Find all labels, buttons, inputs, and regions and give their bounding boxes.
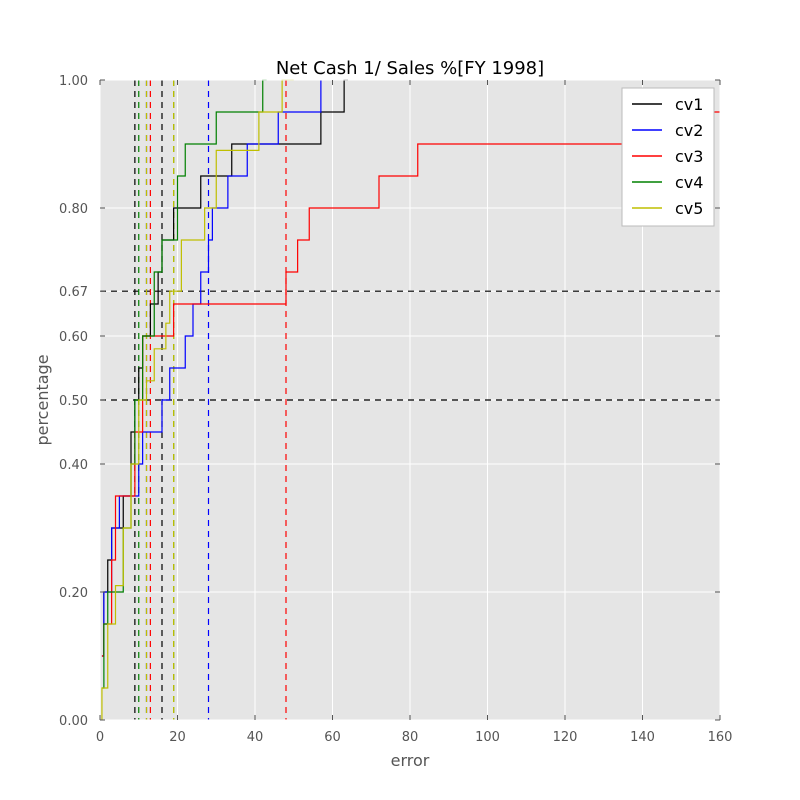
legend-label-cv2: cv2 — [675, 121, 703, 140]
y-tick-label: 0.67 — [59, 285, 88, 300]
y-axis-label: percentage — [33, 354, 52, 445]
x-tick-label: 160 — [708, 730, 733, 745]
y-tick-label: 0.20 — [59, 586, 88, 601]
threshold-lines — [100, 290, 720, 401]
legend-box — [621, 87, 715, 227]
x-tick-label: 0 — [96, 730, 104, 745]
series-line-cv5 — [101, 79, 294, 720]
series-line-cv4 — [101, 79, 267, 689]
legend: cv1 cv2 cv3 cv4 cv5 — [621, 87, 715, 227]
y-axis-ticks: 0.00 0.20 0.40 0.50 0.60 0.67 0.80 1.00 — [59, 74, 720, 729]
legend-label-cv5: cv5 — [675, 199, 703, 218]
x-tick-label: 40 — [247, 730, 264, 745]
x-axis-ticks: 0 20 40 60 80 100 120 140 160 — [96, 80, 733, 745]
legend-label-cv1: cv1 — [675, 95, 703, 114]
series-line-cv2 — [101, 80, 322, 657]
x-tick-label: 140 — [630, 730, 655, 745]
y-tick-label: 0.50 — [59, 394, 88, 409]
series-line-cv3 — [101, 111, 720, 657]
chart-title: Net Cash 1/ Sales %[FY 1998] — [276, 58, 544, 79]
series-lines — [101, 79, 720, 720]
y-tick-label: 0.60 — [59, 330, 88, 345]
y-tick-label: 0.80 — [59, 202, 88, 217]
legend-label-cv3: cv3 — [675, 147, 703, 166]
x-tick-label: 80 — [402, 730, 419, 745]
x-axis-label: error — [391, 751, 430, 770]
x-tick-label: 60 — [324, 730, 341, 745]
x-tick-label: 20 — [169, 730, 186, 745]
x-tick-label: 100 — [475, 730, 500, 745]
y-tick-label: 0.40 — [59, 458, 88, 473]
y-tick-label: 1.00 — [59, 74, 88, 89]
x-tick-label: 120 — [553, 730, 578, 745]
legend-label-cv4: cv4 — [675, 173, 703, 192]
y-tick-label: 0.00 — [59, 714, 88, 729]
